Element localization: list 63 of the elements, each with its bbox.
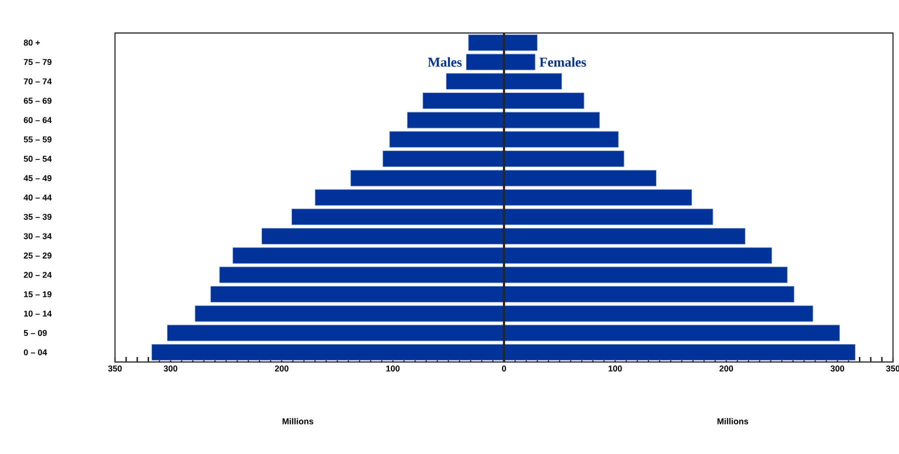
bar <box>504 92 584 109</box>
bar <box>504 324 840 342</box>
bar <box>504 247 772 264</box>
bar <box>468 34 504 51</box>
y-tick-label: 5 – 09 <box>24 330 47 336</box>
bar <box>504 54 536 70</box>
y-tick-label: 70 – 74 <box>24 78 52 84</box>
bar <box>350 170 504 186</box>
bar <box>389 131 504 148</box>
bar <box>232 247 504 264</box>
bar <box>166 324 504 342</box>
bar <box>194 305 504 322</box>
bar <box>504 208 714 226</box>
y-tick-label: 80 + <box>24 40 40 46</box>
series-label: Females <box>540 57 586 67</box>
bar <box>407 112 504 128</box>
bar <box>504 305 814 322</box>
x-tick-label: 100 <box>608 366 622 372</box>
y-tick-label: 50 – 54 <box>24 156 52 162</box>
text: Millions <box>282 418 314 424</box>
bar <box>504 112 600 128</box>
y-tick-label: 40 – 44 <box>24 194 52 200</box>
bar <box>504 266 788 284</box>
bar <box>261 228 504 244</box>
y-tick-label: 25 – 29 <box>24 252 52 259</box>
y-tick-label: 15 – 19 <box>24 291 52 298</box>
y-tick-label: 45 – 49 <box>24 175 52 182</box>
bar <box>504 189 692 206</box>
bar <box>504 170 657 186</box>
bar <box>466 54 504 70</box>
bar <box>504 150 624 168</box>
bar <box>219 266 504 284</box>
bar <box>504 73 562 90</box>
x-tick-label: 300 <box>164 366 178 372</box>
bar <box>382 150 504 168</box>
x-tick-label: 200 <box>274 366 288 372</box>
y-tick-label: 35 – 39 <box>24 214 52 220</box>
x-tick-label: 350 <box>108 366 122 372</box>
y-tick-label: 10 – 14 <box>24 310 52 317</box>
y-tick-label: 30 – 34 <box>24 233 52 240</box>
bar <box>210 286 504 302</box>
bar <box>446 73 504 90</box>
y-tick-label: 20 – 24 <box>24 272 52 278</box>
series-label: Males <box>428 57 462 67</box>
y-tick-label: 75 – 79 <box>24 59 52 66</box>
x-tick-label: 300 <box>830 366 844 372</box>
y-tick-label: 65 – 69 <box>24 98 52 104</box>
bar <box>422 92 504 109</box>
y-tick-label: 60 – 64 <box>24 117 52 124</box>
bar <box>314 189 504 206</box>
text: Millions <box>718 418 748 424</box>
bar <box>504 286 794 302</box>
x-tick-label: 0 <box>502 366 506 372</box>
bar <box>151 344 504 361</box>
bar <box>504 228 746 244</box>
y-tick-label: 0 – 04 <box>24 349 48 356</box>
bar <box>504 34 538 51</box>
y-tick-label: 55 – 59 <box>24 136 52 142</box>
x-tick-label: 100 <box>386 366 400 372</box>
bar <box>504 131 619 148</box>
bar <box>291 208 504 226</box>
bar <box>504 344 856 361</box>
x-tick-label: 200 <box>720 366 733 372</box>
